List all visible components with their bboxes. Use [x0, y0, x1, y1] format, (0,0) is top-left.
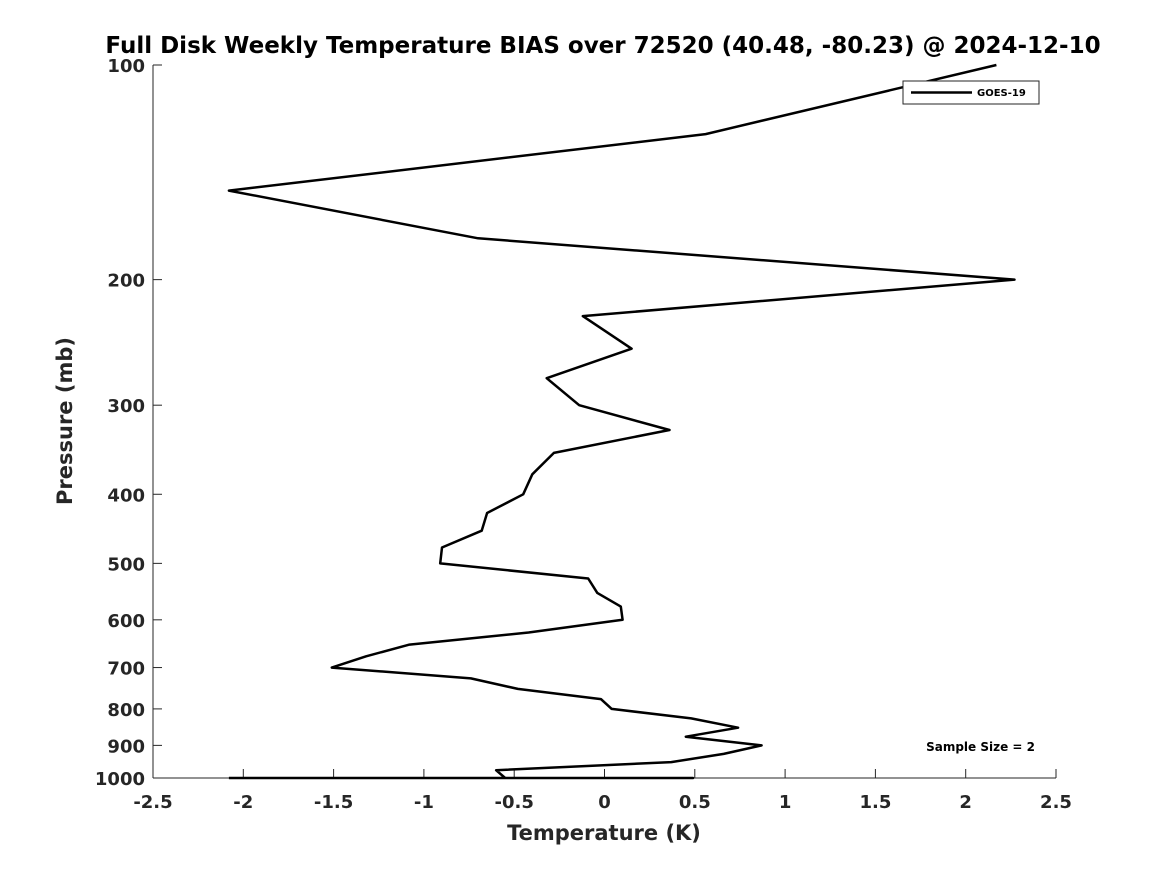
y-tick-label: 100 [107, 56, 145, 77]
legend: GOES-19 [902, 80, 1040, 105]
x-tick-label: -1 [414, 792, 434, 813]
chart-title: Full Disk Weekly Temperature BIAS over 7… [105, 33, 1100, 59]
y-tick-label: 300 [107, 396, 145, 417]
series-line-goes-19 [227, 63, 1016, 780]
x-tick-label: 1 [779, 792, 792, 813]
x-tick-label: 1.5 [859, 792, 891, 813]
y-tick-label: 500 [107, 554, 145, 575]
series [227, 63, 1016, 780]
y-tick-label: 800 [107, 700, 145, 721]
sample-size-annotation: Sample Size = 2 [926, 740, 1035, 754]
x-tick-label: -0.5 [495, 792, 534, 813]
y-tick-label: 600 [107, 611, 145, 632]
y-tick-label: 400 [107, 485, 145, 506]
x-tick-label: 2.5 [1040, 792, 1072, 813]
y-axis-label: Pressure (mb) [53, 337, 77, 505]
x-tick-label: 0.5 [679, 792, 711, 813]
y-tick-label: 1000 [95, 769, 145, 790]
y-tick-label: 700 [107, 659, 145, 680]
x-tick-label: -2 [233, 792, 253, 813]
x-axis-label: Temperature (K) [507, 821, 701, 845]
x-tick-label: -2.5 [133, 792, 172, 813]
ticks: -2.5 -2 -1.5 -1 -0.5 0 0.5 1 1.5 2 2.5 100 200 300 400… [95, 56, 1072, 813]
y-tick-label: 200 [107, 271, 145, 292]
legend-label-goes-19: GOES-19 [977, 88, 1026, 99]
x-tick-label: 0 [598, 792, 611, 813]
plot-area [153, 65, 1056, 778]
y-tick-label: 900 [107, 736, 145, 757]
x-tick-label: -1.5 [314, 792, 353, 813]
x-tick-label: 2 [959, 792, 972, 813]
